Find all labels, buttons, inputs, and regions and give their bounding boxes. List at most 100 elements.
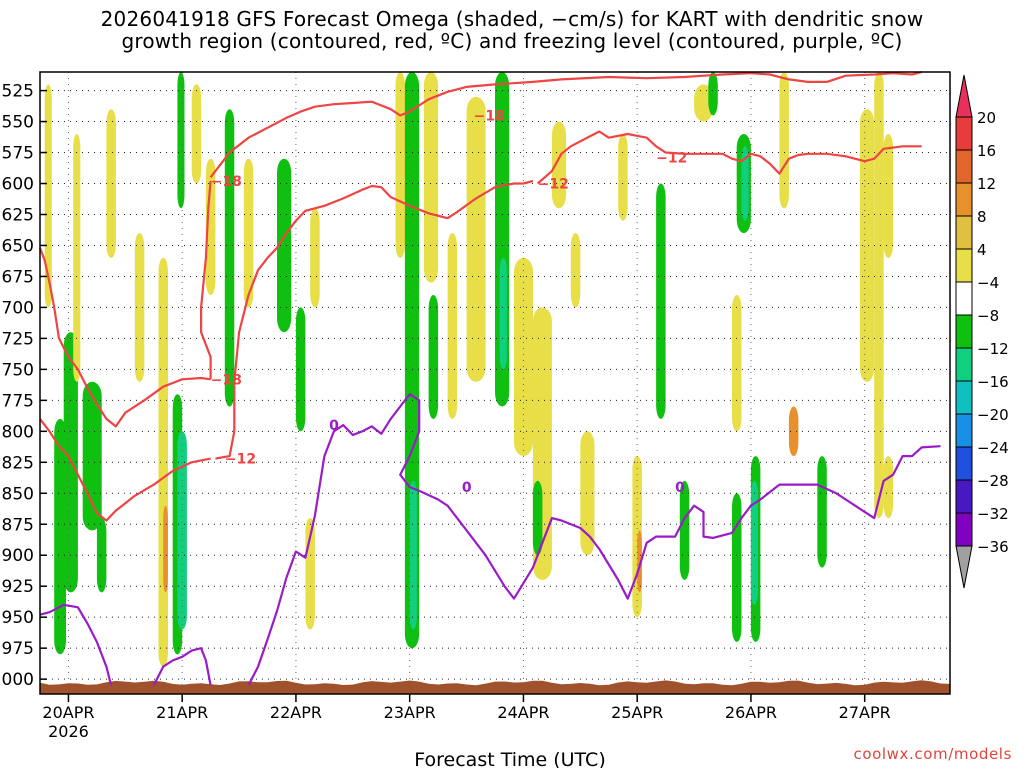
omega-cell [243,158,254,308]
colorbar-swatch [955,149,973,184]
freezing-contour-label: 0 [462,480,472,496]
colorbar-swatch [955,182,973,217]
colorbar-label: −28 [977,472,1009,490]
dgz-contour [39,418,211,522]
colorbar-arrow-bottom [955,545,973,589]
omega-cell [191,84,202,184]
omega-cell [883,134,894,258]
omega-cell [883,456,894,519]
dendritic-growth-contours: −18 −18 −18 −12 −12 −12 [38,70,922,522]
credit-link[interactable]: coolwx.com/models [853,745,1012,763]
freezing-contour [247,393,941,686]
x-tick-label: 22APR [270,703,322,722]
omega-cell [134,233,145,382]
colorbar-label: −36 [977,538,1009,556]
omega-cell [732,493,742,642]
y-tick-label: 675 [2,267,34,287]
y-tick-label: 775 [2,391,34,411]
omega-cell [423,72,439,283]
colorbar-label: −24 [977,439,1009,457]
omega-cell [96,518,107,593]
dgz-contour-label: −18 [211,372,242,388]
omega-cell [532,480,543,556]
omega-cell [732,295,742,432]
colorbar-swatch [955,413,973,448]
omega-cell [708,72,718,116]
dgz-contour [200,180,212,380]
omega-cell [788,406,799,457]
colorbar-swatch [955,380,973,415]
freezing-level-contours: 0 0 0 [39,393,941,686]
colorbar: 20 16 12 8 4 −4 −8 −12 −16 −20 −24 −28 −32 −36 [955,74,1009,589]
dgz-contour-label: −18 [474,108,505,124]
colorbar-label: 20 [977,109,996,127]
terrain-band [40,680,950,694]
colorbar-swatch [955,116,973,151]
omega-cell [656,183,666,419]
y-tick-label: 550 [2,113,34,133]
omega-cell [447,233,458,419]
omega-cell [859,109,875,382]
colorbar-swatch [955,215,973,250]
colorbar-arrow-top [955,74,973,118]
colorbar-label: 16 [977,142,996,160]
y-tick-label: 875 [2,515,34,535]
x-tick-label: 26APR [725,703,777,722]
colorbar-label: −8 [977,307,999,325]
chart-title-line-2: growth region (contoured, red, ºC) and f… [121,29,903,53]
omega-cell [514,257,533,457]
x-tick-label: 23APR [384,703,436,722]
freezing-contour-label: 0 [675,480,685,496]
colorbar-label: 12 [977,175,996,193]
omega-cell [570,233,581,308]
omega-cell [779,72,789,209]
colorbar-label: −16 [977,373,1009,391]
omega-cell [277,158,292,333]
omega-cell [82,381,102,531]
y-tick-label: 825 [2,453,34,473]
dgz-contour [536,130,922,185]
y-tick-label: 700 [2,298,34,318]
omega-cell [295,307,306,432]
y-tick-label: 650 [2,236,34,256]
omega-cell [177,72,185,209]
dgz-contour [209,70,922,178]
colorbar-swatch [955,248,973,283]
y-tick-label: 575 [2,144,34,164]
y-tick-label: 625 [2,205,34,225]
x-tick-label: 20APR [42,703,94,722]
x-tick-sublabel: 2026 [48,722,89,741]
dgz-contour-label: −18 [211,174,242,190]
omega-cell [177,431,187,630]
omega-cell [224,109,235,407]
colorbar-swatch [955,446,973,481]
x-tick-label: 25APR [611,703,663,722]
omega-cell [54,418,66,655]
y-tick-label: 850 [2,484,34,504]
colorbar-label: 4 [977,241,987,259]
omega-cell [580,431,595,556]
y-axis: 525 550 575 600 625 650 675 700 725 750 775 800 825 8… [0,82,47,690]
omega-cell [44,84,52,308]
colorbar-label: −20 [977,406,1009,424]
colorbar-swatch [955,479,973,514]
omega-cell [499,257,507,370]
colorbar-label: −32 [977,505,1009,523]
dgz-contour-label: −12 [656,150,687,166]
y-tick-label: 1000 [0,670,34,690]
x-tick-label: 21APR [156,703,208,722]
x-axis-label: Forecast Time (UTC) [414,749,605,768]
y-tick-label: 900 [2,546,34,566]
dgz-contour [215,179,534,460]
chart-title: 2026041918 GFS Forecast Omega (shaded, −… [0,8,1024,52]
colorbar-label: −4 [977,274,999,292]
omega-cell [466,96,486,382]
terrain-surface [40,680,950,694]
omega-cell [817,456,827,568]
freezing-contour [152,647,212,686]
y-tick-label: 950 [2,608,34,628]
omega-cell [205,158,216,295]
colorbar-label: −12 [977,340,1009,358]
